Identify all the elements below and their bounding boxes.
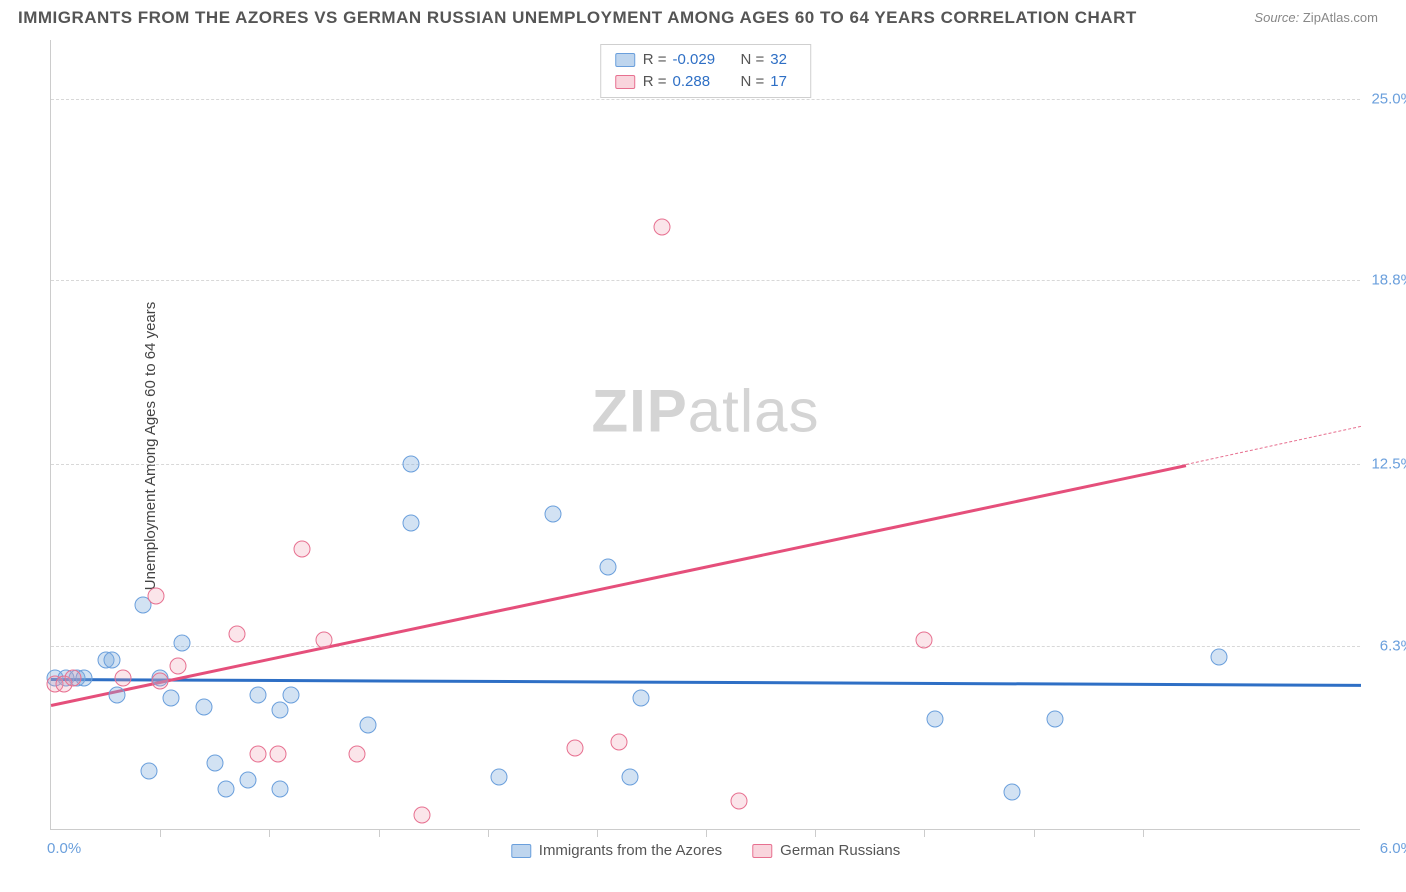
x-tick	[1034, 829, 1035, 837]
plot-area: ZIPatlas R = -0.029 N = 32 R = 0.288 N =…	[50, 40, 1360, 830]
source: Source: ZipAtlas.com	[1254, 10, 1378, 25]
watermark-atlas: atlas	[688, 377, 820, 444]
point-german-rus	[147, 587, 164, 604]
legend-item-azores: Immigrants from the Azores	[511, 842, 722, 859]
point-german-rus	[730, 792, 747, 809]
gridline-h	[51, 99, 1360, 100]
point-azores	[195, 699, 212, 716]
point-azores	[250, 687, 267, 704]
point-german-rus	[115, 669, 132, 686]
legend-item-german-rus: German Russians	[752, 842, 900, 859]
x-axis-max: 6.0%	[1380, 840, 1406, 857]
trendline-azores	[51, 678, 1361, 686]
point-german-rus	[567, 740, 584, 757]
point-azores	[108, 687, 125, 704]
point-azores	[403, 456, 420, 473]
series-name-german-rus: German Russians	[780, 842, 900, 859]
watermark-zip: ZIP	[591, 377, 687, 444]
point-azores	[206, 754, 223, 771]
gridline-h	[51, 646, 1360, 647]
r-value-german-rus: 0.288	[673, 71, 725, 93]
source-label: Source:	[1254, 10, 1299, 25]
legend-row: R = -0.029 N = 32	[615, 49, 797, 71]
point-german-rus	[152, 672, 169, 689]
point-german-rus	[414, 807, 431, 824]
chart-title: IMMIGRANTS FROM THE AZORES VS GERMAN RUS…	[18, 8, 1137, 28]
gridline-h	[51, 280, 1360, 281]
gridline-h	[51, 464, 1360, 465]
legend-row: R = 0.288 N = 17	[615, 71, 797, 93]
point-german-rus	[64, 669, 81, 686]
point-german-rus	[294, 541, 311, 558]
n-label: N =	[741, 71, 765, 93]
point-azores	[545, 506, 562, 523]
x-tick	[269, 829, 270, 837]
swatch-german-rus	[615, 75, 635, 89]
point-azores	[104, 652, 121, 669]
y-tick-label: 25.0%	[1371, 90, 1406, 107]
legend-correlation: R = -0.029 N = 32 R = 0.288 N = 17	[600, 44, 812, 98]
point-azores	[403, 514, 420, 531]
point-azores	[1003, 783, 1020, 800]
point-azores	[490, 769, 507, 786]
point-azores	[239, 772, 256, 789]
point-azores	[1211, 649, 1228, 666]
point-azores	[272, 781, 289, 798]
point-german-rus	[610, 734, 627, 751]
x-tick	[706, 829, 707, 837]
point-german-rus	[250, 745, 267, 762]
point-german-rus	[916, 631, 933, 648]
n-value-german-rus: 17	[770, 71, 796, 93]
n-label: N =	[741, 49, 765, 71]
source-value: ZipAtlas.com	[1303, 10, 1378, 25]
point-azores	[927, 710, 944, 727]
point-azores	[174, 634, 191, 651]
point-azores	[163, 690, 180, 707]
point-azores	[283, 687, 300, 704]
watermark: ZIPatlas	[591, 376, 819, 445]
point-azores	[1047, 710, 1064, 727]
r-label: R =	[643, 71, 667, 93]
trendline-ext-german-rus	[1186, 426, 1361, 465]
point-azores	[599, 558, 616, 575]
y-tick-label: 12.5%	[1371, 456, 1406, 473]
x-axis-min: 0.0%	[47, 840, 81, 857]
trendline-german-rus	[51, 464, 1187, 706]
x-tick	[160, 829, 161, 837]
r-label: R =	[643, 49, 667, 71]
point-azores	[141, 763, 158, 780]
point-german-rus	[348, 745, 365, 762]
n-value-azores: 32	[770, 49, 796, 71]
y-tick-label: 6.3%	[1380, 637, 1406, 654]
x-tick	[379, 829, 380, 837]
x-tick	[924, 829, 925, 837]
x-tick	[815, 829, 816, 837]
y-tick-label: 18.8%	[1371, 271, 1406, 288]
point-azores	[217, 781, 234, 798]
x-tick	[488, 829, 489, 837]
point-azores	[272, 702, 289, 719]
point-german-rus	[654, 219, 671, 236]
r-value-azores: -0.029	[673, 49, 725, 71]
point-azores	[359, 716, 376, 733]
swatch-german-rus	[752, 844, 772, 858]
series-name-azores: Immigrants from the Azores	[539, 842, 722, 859]
point-german-rus	[228, 625, 245, 642]
point-azores	[621, 769, 638, 786]
point-german-rus	[169, 658, 186, 675]
point-azores	[632, 690, 649, 707]
swatch-azores	[615, 53, 635, 67]
legend-series: Immigrants from the Azores German Russia…	[511, 842, 900, 859]
x-tick	[597, 829, 598, 837]
point-german-rus	[315, 631, 332, 648]
swatch-azores	[511, 844, 531, 858]
point-german-rus	[270, 745, 287, 762]
x-tick	[1143, 829, 1144, 837]
